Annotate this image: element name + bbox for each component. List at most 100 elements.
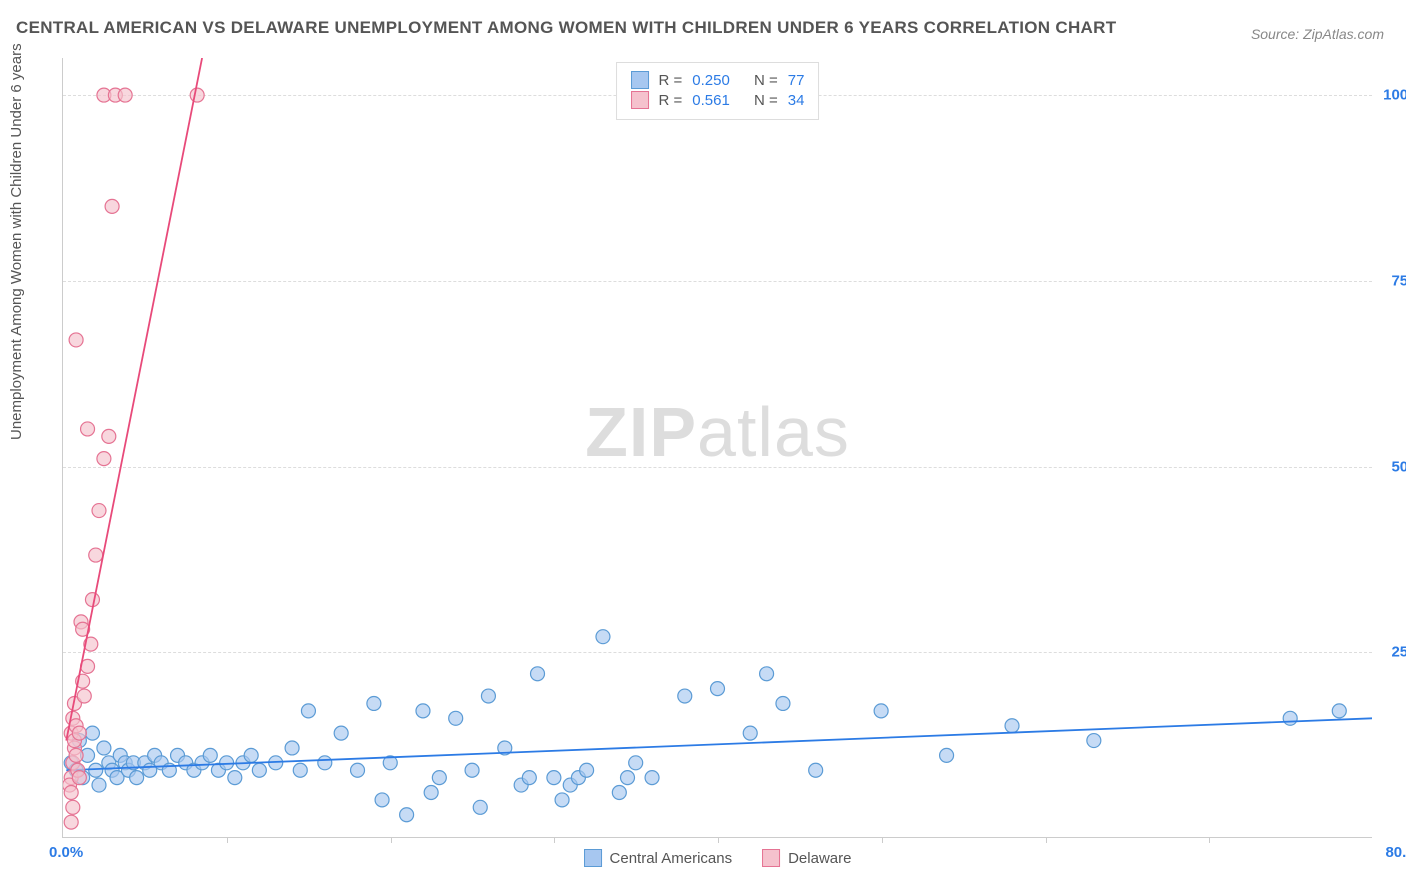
scatter-point — [629, 756, 643, 770]
trend-line — [66, 718, 1372, 770]
x-tick-min: 0.0% — [49, 844, 83, 861]
scatter-point — [351, 763, 365, 777]
scatter-point — [424, 785, 438, 799]
scatter-point — [228, 771, 242, 785]
x-tick-mark — [1046, 837, 1047, 843]
scatter-point — [432, 771, 446, 785]
r-label-1: R = — [659, 92, 683, 109]
legend-swatch-bottom-1 — [762, 849, 780, 867]
scatter-point — [64, 785, 78, 799]
scatter-point — [66, 800, 80, 814]
legend-label-1: Delaware — [788, 850, 851, 867]
legend-swatch-bottom-0 — [584, 849, 602, 867]
scatter-point — [555, 793, 569, 807]
scatter-point — [64, 815, 78, 829]
scatter-point — [1332, 704, 1346, 718]
scatter-point — [334, 726, 348, 740]
r-value-1: 0.561 — [692, 92, 730, 109]
legend-item-1: Delaware — [762, 849, 851, 867]
scatter-point — [97, 741, 111, 755]
y-tick-label: 25.0% — [1378, 644, 1406, 661]
scatter-point — [874, 704, 888, 718]
stats-legend: R = 0.250 N = 77 R = 0.561 N = 34 — [616, 62, 820, 120]
legend-label-0: Central Americans — [610, 850, 733, 867]
scatter-point — [400, 808, 414, 822]
scatter-point — [318, 756, 332, 770]
n-label-1: N = — [754, 92, 778, 109]
scatter-point — [85, 726, 99, 740]
scatter-point — [481, 689, 495, 703]
y-axis-label: Unemployment Among Women with Children U… — [8, 43, 25, 440]
scatter-point — [367, 696, 381, 710]
trend-line — [66, 58, 202, 741]
scatter-point — [81, 422, 95, 436]
x-tick-max: 80.0% — [1385, 844, 1406, 861]
y-tick-label: 75.0% — [1378, 272, 1406, 289]
scatter-point — [1087, 734, 1101, 748]
scatter-point — [244, 748, 258, 762]
scatter-point — [711, 682, 725, 696]
n-label-0: N = — [754, 72, 778, 89]
scatter-point — [1005, 719, 1019, 733]
scatter-point — [130, 771, 144, 785]
scatter-point — [203, 748, 217, 762]
scatter-point — [531, 667, 545, 681]
scatter-point — [522, 771, 536, 785]
x-tick-mark — [882, 837, 883, 843]
scatter-point — [190, 88, 204, 102]
scatter-point — [473, 800, 487, 814]
scatter-point — [645, 771, 659, 785]
stats-row-0: R = 0.250 N = 77 — [631, 71, 805, 89]
n-value-1: 34 — [788, 92, 805, 109]
scatter-point — [375, 793, 389, 807]
scatter-point — [449, 711, 463, 725]
source-attribution: Source: ZipAtlas.com — [1251, 26, 1384, 42]
scatter-point — [89, 763, 103, 777]
scatter-point — [72, 726, 86, 740]
scatter-point — [580, 763, 594, 777]
legend-item-0: Central Americans — [584, 849, 733, 867]
series-legend: Central Americans Delaware — [584, 849, 852, 867]
x-tick-mark — [1209, 837, 1210, 843]
y-tick-label: 50.0% — [1378, 458, 1406, 475]
scatter-point — [118, 88, 132, 102]
scatter-point — [416, 704, 430, 718]
r-label-0: R = — [659, 72, 683, 89]
x-tick-mark — [227, 837, 228, 843]
scatter-point — [92, 778, 106, 792]
scatter-point — [301, 704, 315, 718]
x-tick-mark — [554, 837, 555, 843]
scatter-point — [97, 452, 111, 466]
n-value-0: 77 — [788, 72, 805, 89]
x-tick-mark — [718, 837, 719, 843]
scatter-point — [285, 741, 299, 755]
legend-swatch-1 — [631, 91, 649, 109]
stats-row-1: R = 0.561 N = 34 — [631, 91, 805, 109]
scatter-point — [293, 763, 307, 777]
y-tick-label: 100.0% — [1378, 87, 1406, 104]
scatter-point — [102, 429, 116, 443]
scatter-point — [940, 748, 954, 762]
scatter-point — [72, 771, 86, 785]
r-value-0: 0.250 — [692, 72, 730, 89]
scatter-point — [612, 785, 626, 799]
scatter-point — [105, 199, 119, 213]
scatter-point — [89, 548, 103, 562]
x-tick-mark — [391, 837, 392, 843]
legend-swatch-0 — [631, 71, 649, 89]
scatter-point — [743, 726, 757, 740]
scatter-point — [678, 689, 692, 703]
scatter-point — [465, 763, 479, 777]
scatter-point — [621, 771, 635, 785]
scatter-point — [596, 630, 610, 644]
scatter-point — [69, 333, 83, 347]
scatter-point — [252, 763, 266, 777]
scatter-point — [547, 771, 561, 785]
scatter-point — [92, 504, 106, 518]
scatter-point — [1283, 711, 1297, 725]
scatter-point — [77, 689, 91, 703]
chart-svg — [63, 58, 1372, 837]
scatter-point — [776, 696, 790, 710]
chart-title: CENTRAL AMERICAN VS DELAWARE UNEMPLOYMEN… — [16, 18, 1116, 38]
plot-area: ZIPatlas 25.0%50.0%75.0%100.0% 0.0% 80.0… — [62, 58, 1372, 838]
